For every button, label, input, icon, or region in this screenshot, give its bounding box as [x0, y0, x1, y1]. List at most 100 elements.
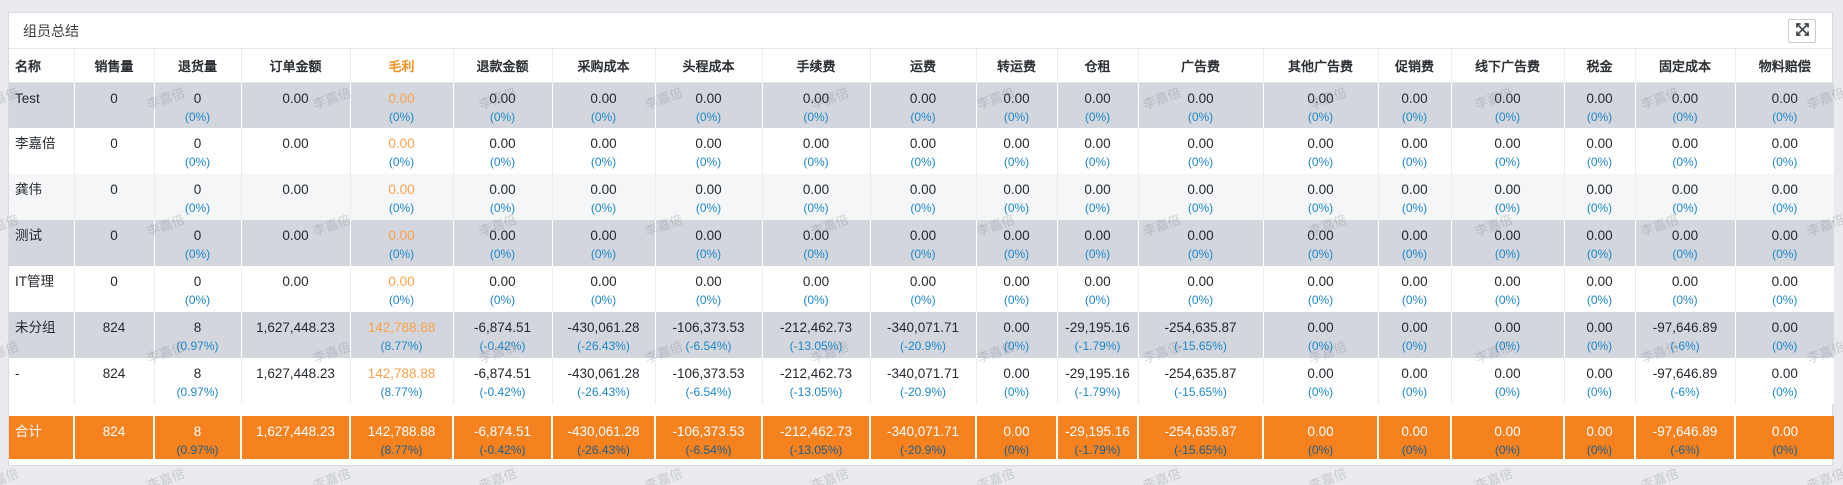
cell: -212,462.73 (-13.05%)	[762, 416, 871, 459]
table-row[interactable]: IT管理 0 0 (0%) 0.00 0.00 (0%) 0.00 (0%) 0.00 (0%) 0.…	[9, 266, 1834, 312]
watermark-text: 李嘉倍	[310, 465, 353, 485]
cell-percent: (0%)	[803, 293, 829, 307]
cell-value: -29,195.16	[1065, 424, 1130, 439]
cell: 0.00 (0%)	[1735, 266, 1834, 312]
cell: -106,373.53 (-6.54%)	[655, 312, 763, 358]
column-header[interactable]: 转运费	[976, 49, 1058, 83]
cell-percent: (0%)	[1003, 247, 1030, 261]
expand-button[interactable]	[1788, 19, 1816, 43]
cell-percent: (-1.79%)	[1074, 385, 1121, 399]
cell-value: 0.00	[1401, 424, 1428, 439]
cell-percent: (0%)	[1672, 155, 1698, 169]
watermark-text: 李嘉倍	[642, 465, 685, 485]
cell-percent: (0%)	[1401, 201, 1428, 215]
cell-value: 0	[110, 90, 118, 106]
cell-value: 0.00	[590, 228, 617, 243]
cell: 0.00 (0%)	[1378, 312, 1452, 358]
cell: 0 (0%)	[154, 82, 242, 128]
table-row[interactable]: 龚伟 0 0 (0%) 0.00 0.00 (0%) 0.00 (0%) 0.00 (0%) 0.00…	[9, 174, 1834, 220]
table-row[interactable]: 未分组 824 8 (0.97%) 1,627,448.23 142,788.88 (8.7…	[9, 312, 1834, 358]
cell-value: 0.00	[1671, 90, 1699, 106]
cell-value: 0.00	[489, 228, 516, 243]
cell-value: -430,061.28	[567, 320, 640, 335]
column-header[interactable]: 退货量	[154, 49, 242, 83]
cell-value: 0	[193, 228, 202, 243]
cell-percent: (0%)	[1772, 293, 1798, 307]
cell: -97,646.89 (-6%)	[1635, 312, 1736, 358]
cell-percent: (0%)	[1307, 155, 1334, 169]
column-header[interactable]: 毛利	[350, 49, 454, 83]
cell-percent: (0%)	[1084, 201, 1111, 215]
column-header[interactable]: 销售量	[74, 49, 155, 83]
table-row[interactable]: Test 0 0 (0%) 0.00 0.00 (0%) 0.00 (0%) 0.00 (0%) 0.…	[9, 82, 1834, 128]
cell-value: 0.00	[1494, 424, 1521, 439]
cell-percent: (0%)	[695, 247, 722, 261]
cell: -254,635.87 (-15.65%)	[1138, 358, 1264, 404]
cell-value: -340,071.71	[886, 424, 960, 439]
cell: -29,195.16 (-1.79%)	[1057, 416, 1139, 459]
column-header[interactable]: 运费	[870, 49, 977, 83]
cell-percent: (0%)	[1586, 293, 1613, 307]
column-header[interactable]: 广告费	[1138, 49, 1264, 83]
cell-value: 0	[110, 136, 118, 151]
cell-value: 142,788.88	[367, 320, 436, 335]
cell-percent: (0%)	[1003, 339, 1030, 353]
column-header[interactable]: 仓租	[1057, 49, 1139, 83]
cell-value: 0.00	[695, 274, 722, 289]
column-header[interactable]: 名称	[9, 49, 75, 83]
table-row[interactable]: - 824 8 (0.97%) 1,627,448.23 142,788.88 (8.77%…	[9, 358, 1834, 404]
column-header[interactable]: 固定成本	[1635, 49, 1736, 83]
column-header[interactable]: 订单金额	[241, 49, 351, 83]
cell-percent: (-6.54%)	[685, 443, 732, 457]
cell-percent: (0%)	[1672, 293, 1698, 307]
cell-value: -430,061.28	[567, 424, 640, 439]
column-header[interactable]: 其他广告费	[1263, 49, 1379, 83]
cell-percent: (0%)	[1586, 201, 1613, 215]
cell: 0.00 (0%)	[976, 358, 1058, 404]
cell-value: 0.00	[1586, 366, 1613, 381]
cell: 0.00 (0%)	[552, 266, 656, 312]
watermark-text: 李嘉倍	[1140, 465, 1183, 485]
cell-value: 0.00	[1671, 136, 1699, 151]
cell-value: 0.00	[1586, 274, 1613, 289]
column-header[interactable]: 物料赔偿	[1735, 49, 1834, 83]
cell: 0.00 (0%)	[976, 128, 1058, 174]
cell: 0.00 (0%)	[1138, 220, 1264, 266]
watermark-text: 李嘉倍	[144, 465, 187, 485]
column-header[interactable]: 税金	[1564, 49, 1636, 83]
column-header[interactable]: 退款金额	[453, 49, 553, 83]
watermark-text: 李嘉倍	[1638, 465, 1681, 485]
cell-percent: (0%)	[1084, 109, 1111, 124]
cell-value: 0.00	[1187, 182, 1214, 197]
column-header[interactable]: 头程成本	[655, 49, 763, 83]
column-header[interactable]: 手续费	[762, 49, 871, 83]
cell: 0.00 (0%)	[655, 128, 763, 174]
cell-percent: (0%)	[489, 247, 516, 261]
column-header[interactable]: 促销费	[1378, 49, 1452, 83]
column-header[interactable]: 线下广告费	[1451, 49, 1565, 83]
cell: 8 (0.97%)	[154, 416, 242, 459]
cell: -6,874.51 (-0.42%)	[453, 312, 553, 358]
table-row[interactable]: 李嘉倍 0 0 (0%) 0.00 0.00 (0%) 0.00 (0%) 0.00 (0%) 0.0…	[9, 128, 1834, 174]
cell: 0.00 (0%)	[976, 174, 1058, 220]
cell-value: 0.00	[1003, 424, 1030, 439]
cell: 0.00 (0%)	[453, 266, 553, 312]
cell: 未分组	[9, 312, 75, 358]
cell: 测试	[9, 220, 75, 266]
cell-value: 0.00	[1586, 182, 1613, 197]
cell-value: 0.00	[909, 182, 937, 197]
cell-value: -212,462.73	[779, 424, 853, 439]
cell-percent: (0%)	[1003, 443, 1030, 457]
cell: 0.00 (0%)	[1263, 220, 1379, 266]
cell-percent: (0%)	[1084, 155, 1111, 169]
cell-value: -254,635.87	[1164, 320, 1237, 335]
cell: 0.00 (0%)	[453, 220, 553, 266]
cell-percent: (0%)	[803, 109, 829, 124]
table-row[interactable]: 测试 0 0 (0%) 0.00 0.00 (0%) 0.00 (0%) 0.00 (0%) 0.00…	[9, 220, 1834, 266]
cell-value: 0.00	[1671, 182, 1699, 197]
cell-value: 0	[193, 182, 202, 197]
cell: 0.00	[241, 266, 351, 312]
cell-value: 0.00	[282, 136, 309, 151]
cell-value: 0.00	[909, 90, 937, 106]
column-header[interactable]: 采购成本	[552, 49, 656, 83]
